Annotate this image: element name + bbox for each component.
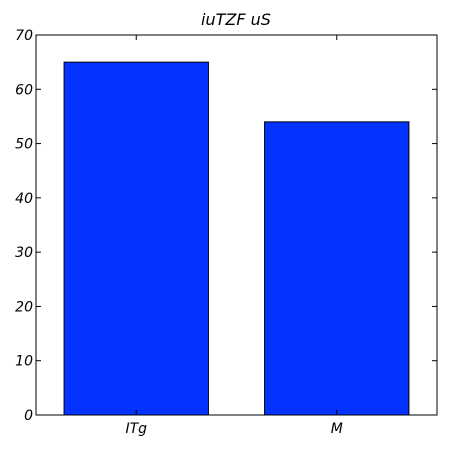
y-tick-label: 70 xyxy=(15,28,33,44)
x-tick-label: ITg xyxy=(125,421,147,437)
bar-itg xyxy=(63,61,209,416)
chart-title: iuTZF uS xyxy=(201,10,271,29)
bars xyxy=(63,61,410,416)
y-axis: 0 10 20 30 40 50 60 70 xyxy=(15,28,437,424)
x-tick-label: M xyxy=(331,421,343,437)
y-tick-label: 40 xyxy=(15,191,33,207)
y-tick-label: 10 xyxy=(15,354,33,370)
y-tick-label: 20 xyxy=(15,299,33,315)
y-tick-label: 0 xyxy=(24,408,33,424)
bar-m xyxy=(264,121,410,416)
y-tick-label: 50 xyxy=(15,137,33,153)
y-tick-label: 60 xyxy=(15,82,33,98)
x-axis: ITg M xyxy=(125,35,343,437)
plot-area-frame xyxy=(35,34,438,416)
y-tick-label: 30 xyxy=(15,245,33,261)
